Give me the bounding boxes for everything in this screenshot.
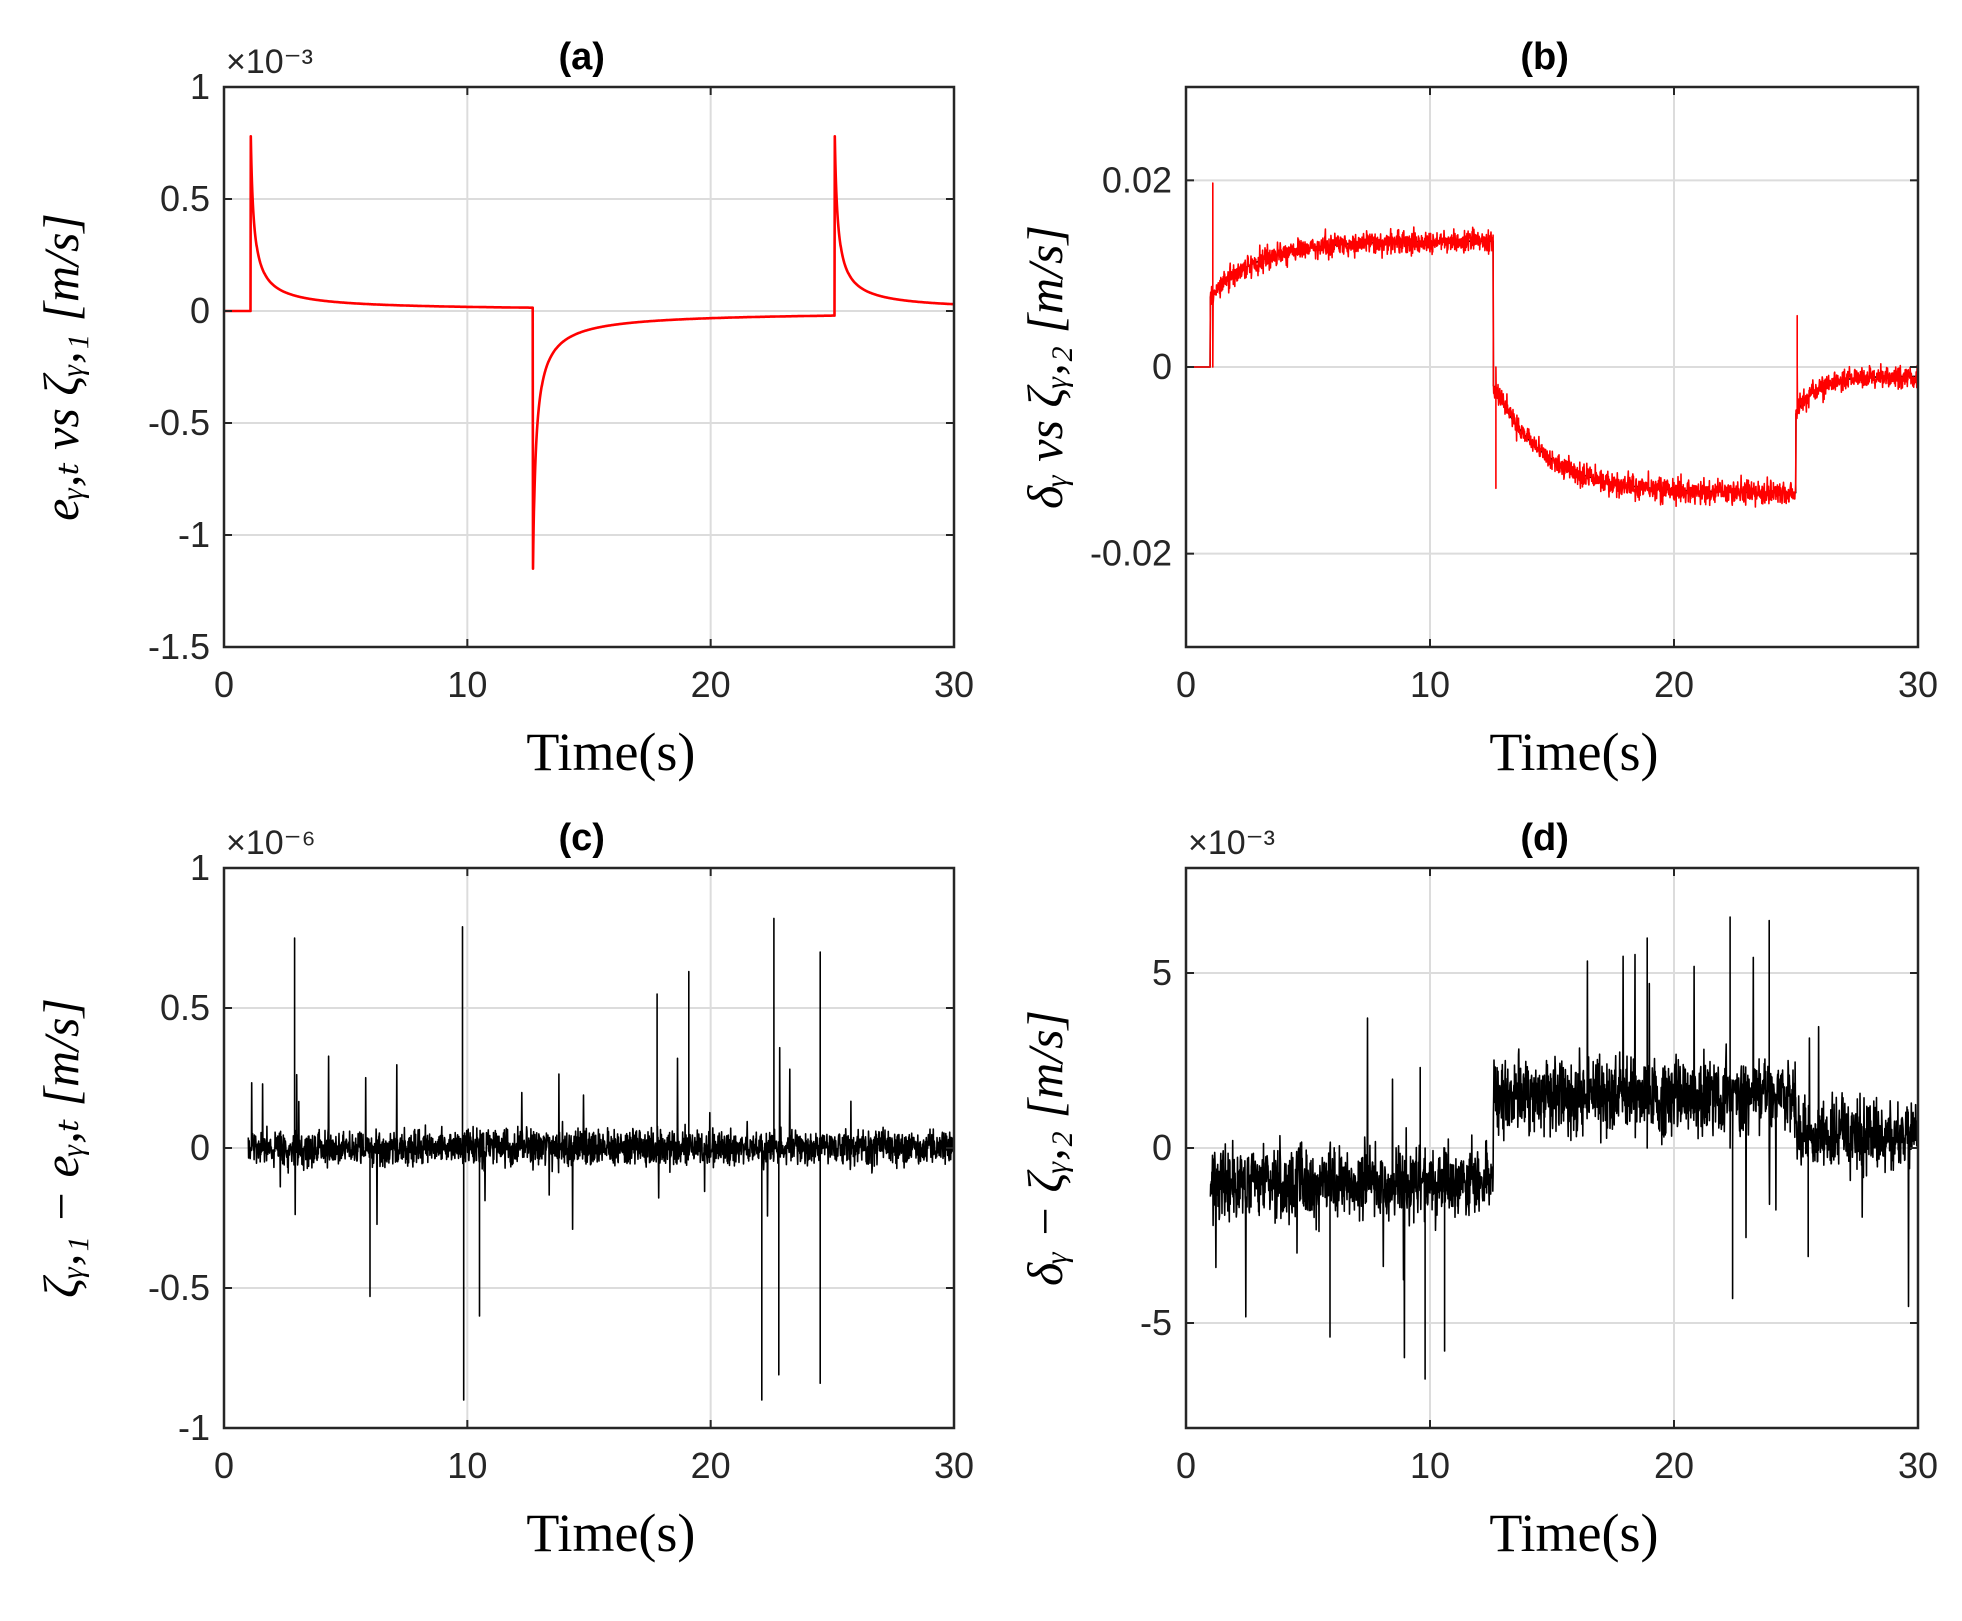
- x-axis-label-c: Time(s): [526, 1503, 695, 1563]
- panel-c: 0 10 20 30 -1 -0.5 0 0.5 1 ×10⁻⁶ (c) Time(s) ζᵧ,₁ − …: [33, 817, 974, 1563]
- series-line-b-1: [1186, 182, 1918, 508]
- x-tick-label-c-2: 20: [691, 1445, 731, 1486]
- y-tick-label-a-2: -0.5: [148, 402, 210, 443]
- y-tick-label-c-2: 0: [190, 1127, 210, 1168]
- x-axis-label-d: Time(s): [1489, 1503, 1658, 1563]
- axes-box-a: [222, 85, 956, 649]
- x-tick-label-a-3: 30: [934, 664, 974, 705]
- panel-d: 0 10 20 30 -5 0 5 ×10⁻³ (d) Time(s) δᵧ − ζᵧ,₂ [m/s…: [1017, 817, 1938, 1563]
- x-tick-label-c-1: 10: [447, 1445, 487, 1486]
- x-tick-label-a-2: 20: [691, 664, 731, 705]
- x-axis-label-b: Time(s): [1489, 722, 1658, 782]
- x-tick-label-b-2: 20: [1654, 664, 1694, 705]
- series-line-d-0: [1209, 916, 1918, 1380]
- panel-title-c: (c): [558, 817, 604, 859]
- x-tick-label-d-3: 30: [1898, 1445, 1938, 1486]
- y-tick-label-c-3: 0.5: [160, 987, 210, 1028]
- x-tick-label-c-0: 0: [214, 1445, 234, 1486]
- y-axis-label-b: δᵧ vs ζᵧ,₂ [m/s]: [1017, 225, 1073, 509]
- y-tick-label-d-1: 0: [1152, 1127, 1172, 1168]
- x-tick-label-b-0: 0: [1176, 664, 1196, 705]
- y-tick-label-d-2: 5: [1152, 952, 1172, 993]
- y-tick-label-c-1: -0.5: [148, 1267, 210, 1308]
- x-tick-label-b-3: 30: [1898, 664, 1938, 705]
- y-axis-label-c: ζᵧ,₁ − eᵧ,ₜ [m/s]: [33, 998, 89, 1298]
- x-tick-label-a-0: 0: [214, 664, 234, 705]
- plot-area-a: [224, 87, 954, 647]
- x-tick-label-b-1: 10: [1410, 664, 1450, 705]
- y-tick-label-c-0: -1: [178, 1407, 210, 1448]
- y-tick-label-c-4: 1: [190, 847, 210, 888]
- exponent-label-a: ×10⁻³: [226, 43, 313, 81]
- y-tick-label-a-5: 1: [190, 66, 210, 107]
- y-tick-label-b-1: 0: [1152, 346, 1172, 387]
- series-line-a-0: [224, 135, 954, 570]
- exponent-label-c: ×10⁻⁶: [226, 824, 316, 862]
- x-tick-label-c-3: 30: [934, 1445, 974, 1486]
- y-tick-label-a-4: 0.5: [160, 178, 210, 219]
- y-tick-label-b-0: -0.02: [1090, 533, 1172, 574]
- y-tick-label-a-0: -1.5: [148, 626, 210, 667]
- x-tick-label-a-1: 10: [447, 664, 487, 705]
- panel-b: 0 10 20 30 -0.02 0 0.02 (b) Time(s) δᵧ vs ζᵧ,₂ [m…: [1017, 36, 1938, 782]
- panel-title-b: (b): [1520, 36, 1569, 78]
- x-tick-label-d-0: 0: [1176, 1445, 1196, 1486]
- y-tick-label-b-2: 0.02: [1102, 159, 1172, 200]
- y-tick-label-d-0: -5: [1140, 1302, 1172, 1343]
- y-axis-label-d: δᵧ − ζᵧ,₂ [m/s]: [1017, 1010, 1073, 1286]
- x-tick-label-d-2: 20: [1654, 1445, 1694, 1486]
- x-axis-label-a: Time(s): [526, 722, 695, 782]
- y-axis-label-a: eᵧ,ₜ vs ζᵧ,₁ [m/s]: [33, 213, 89, 521]
- exponent-label-d: ×10⁻³: [1188, 824, 1275, 862]
- x-tick-label-d-1: 10: [1410, 1445, 1450, 1486]
- y-tick-label-a-3: 0: [190, 290, 210, 331]
- panel-title-a: (a): [558, 36, 604, 78]
- series-line-c-0: [247, 917, 954, 1401]
- y-tick-label-a-1: -1: [178, 514, 210, 555]
- panel-title-d: (d): [1520, 817, 1569, 859]
- panel-a: 0 10 20 30 -1.5 -1 -0.5 0 0.5 1 ×10⁻³ (a) Time(s) eᵧ,…: [33, 36, 974, 782]
